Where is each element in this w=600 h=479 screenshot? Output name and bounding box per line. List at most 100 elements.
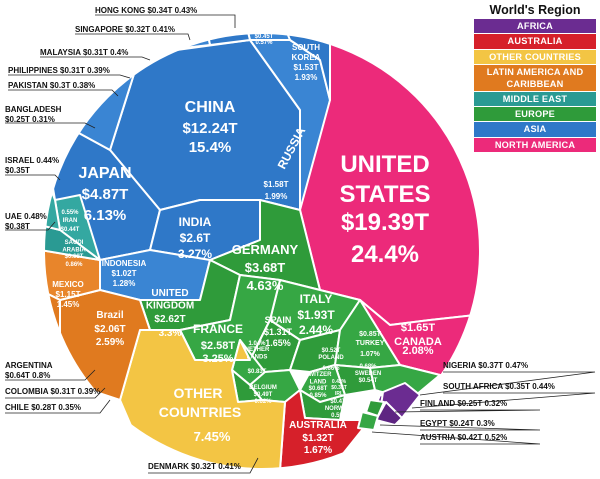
- label-other-countries: OTHER: [174, 385, 223, 401]
- share-other-countries: 7.45%: [194, 429, 231, 444]
- callout-line-austria: [371, 431, 541, 445]
- value-turkey: $0.85T: [359, 331, 382, 338]
- callout-south: SOUTH AFRICA $0.35T 0.44%: [443, 382, 555, 391]
- legend-item-middle-east: MIDDLE EAST: [474, 91, 596, 107]
- share-united-states: 24.4%: [351, 241, 419, 268]
- value-india: $2.6T: [180, 231, 211, 245]
- label-united-states: UNITED: [340, 151, 429, 178]
- value-thailand: $0.45T: [255, 34, 274, 40]
- share-belgium: 0.62%: [254, 399, 272, 405]
- label-united-kingdom-1: KINGDOM: [146, 301, 194, 312]
- share-norway: 0.5%: [331, 413, 345, 419]
- callout-nigeria: NIGERIA $0.37T 0.47%: [443, 361, 528, 370]
- callout-finland: FINLAND $0.25T 0.32%: [420, 399, 507, 408]
- label-canada-x0: CANADA: [394, 336, 442, 348]
- callout-israel-value: $0.35T: [5, 166, 30, 175]
- value-irl: $0.33T: [331, 385, 347, 391]
- legend: World's Region AFRICA AUSTRALIA OTHER CO…: [474, 2, 596, 153]
- value-united-states: $19.39T: [341, 209, 429, 236]
- value-mexico: $1.15T: [56, 290, 81, 299]
- label-australia: AUSTRALIA: [289, 420, 347, 431]
- value-brazil: $2.06T: [94, 324, 125, 335]
- value-indonesia: $1.02T: [112, 269, 137, 278]
- callout-line-bangladesh: [5, 122, 96, 129]
- cell-australia: [279, 389, 371, 469]
- label-iran: IRAN: [63, 218, 78, 224]
- label-brazil: Brazil: [96, 310, 123, 321]
- label-switzerland-1: LAND: [310, 380, 327, 386]
- value-belgium: $0.49T: [254, 392, 273, 398]
- label-switzerland: SWITZER: [305, 372, 333, 378]
- callout-singapore: SINGAPORE $0.32T 0.41%: [75, 25, 175, 34]
- value-spain: $1.31T: [264, 327, 293, 337]
- label-irl: IRL: [335, 391, 343, 397]
- legend-item-latin-america: LATIN AMERICA AND CARIBBEAN: [474, 64, 596, 91]
- chart-outline: [43, 32, 481, 470]
- callout-uae-value: $0.38T: [5, 222, 30, 231]
- callout-hong: HONG KONG $0.34T 0.43%: [95, 6, 197, 15]
- cell-hk: [204, 33, 251, 46]
- share-sweden: 0.68%: [359, 364, 377, 370]
- callout-israel: ISRAEL 0.44%: [5, 156, 59, 165]
- callout-line-argentina: [5, 369, 96, 381]
- share-japan: 6.13%: [84, 207, 127, 224]
- legend-title: World's Region: [489, 3, 581, 17]
- share-poland: 0.66%: [322, 366, 340, 372]
- share-canada: 2.08%: [402, 345, 433, 357]
- label-netherlands: NETHER: [245, 347, 270, 353]
- callout-uae: UAE 0.48%: [5, 212, 47, 221]
- callout-line-uae: [5, 221, 56, 231]
- share-netherlands: 1.04%: [248, 341, 266, 347]
- label-poland: POLAND: [318, 355, 344, 361]
- label-indonesia: INDONESIA: [102, 259, 147, 268]
- value-norway: $0.4T: [330, 399, 346, 405]
- value-france: $2.58T: [201, 340, 236, 352]
- share-brazil: 2.59%: [96, 337, 124, 348]
- share-russia: 1.99%: [265, 192, 288, 201]
- label-south-korea-1: KOREA: [292, 53, 321, 62]
- value-germany: $3.68T: [245, 260, 286, 275]
- label-mexico: MEXICO: [52, 280, 84, 289]
- share-india: 3.27%: [178, 247, 212, 261]
- callout-line-colombia: [5, 387, 106, 399]
- share-mexico: 1.45%: [57, 300, 80, 309]
- callout-argentina: ARGENTINA: [5, 361, 53, 370]
- callout-austria: AUSTRIA $0.42T 0.52%: [420, 433, 507, 442]
- value-china: $12.24T: [182, 120, 237, 137]
- legend-item-africa: AFRICA: [474, 19, 596, 34]
- label-thailand: THAILAND: [249, 27, 280, 33]
- callout-bangladesh-value: $0.25T 0.31%: [5, 115, 55, 124]
- share-saudi-arabia: 0.86%: [65, 262, 83, 268]
- label-india: INDIA: [179, 215, 212, 229]
- label-saudi-arabia: SAUDI: [65, 240, 84, 246]
- callout-colombia: COLOMBIA $0.31T 0.39%: [5, 387, 100, 396]
- value-italy: $1.93T: [297, 308, 335, 322]
- callout-line-denmark: [148, 457, 259, 474]
- label-united-states-1: STATES: [339, 181, 430, 208]
- label-norway: NORWAY: [325, 406, 351, 412]
- callout-egypt: EGYPT $0.24T 0.3%: [420, 419, 495, 428]
- callout-line-israel: [5, 174, 61, 181]
- share-irl: 0.42%: [332, 379, 347, 385]
- cell-other-countries: [119, 329, 286, 469]
- callout-line-pakistan: [8, 89, 119, 97]
- label-sweden: SWEDEN: [355, 371, 381, 377]
- callout-line-chile: [5, 399, 111, 414]
- legend-item-europe: EUROPE: [474, 107, 596, 122]
- value-russia: $1.58T: [264, 180, 289, 189]
- label-japan: JAPAN: [78, 165, 131, 182]
- value-saudi-arabia: $0.68T: [65, 254, 84, 260]
- share-italy: 2.44%: [299, 323, 333, 337]
- callout-denmark: DENMARK $0.32T 0.41%: [148, 462, 241, 471]
- share-turkey: 1.07%: [360, 351, 381, 358]
- value-netherlands: $0.83T: [248, 369, 267, 375]
- callout-malaysia: MALAYSIA $0.31T 0.4%: [40, 48, 128, 57]
- share-switzerland: 0.85%: [309, 393, 327, 399]
- value-australia: $1.32T: [302, 433, 333, 444]
- share-south-korea: 1.93%: [295, 73, 318, 82]
- label-france: FRANCE: [193, 322, 243, 336]
- share-united-kingdom: 3.3%: [159, 328, 182, 339]
- callout-line-finland: [394, 409, 541, 413]
- share-australia: 1.67%: [304, 445, 332, 456]
- callout-line-south: [411, 392, 596, 409]
